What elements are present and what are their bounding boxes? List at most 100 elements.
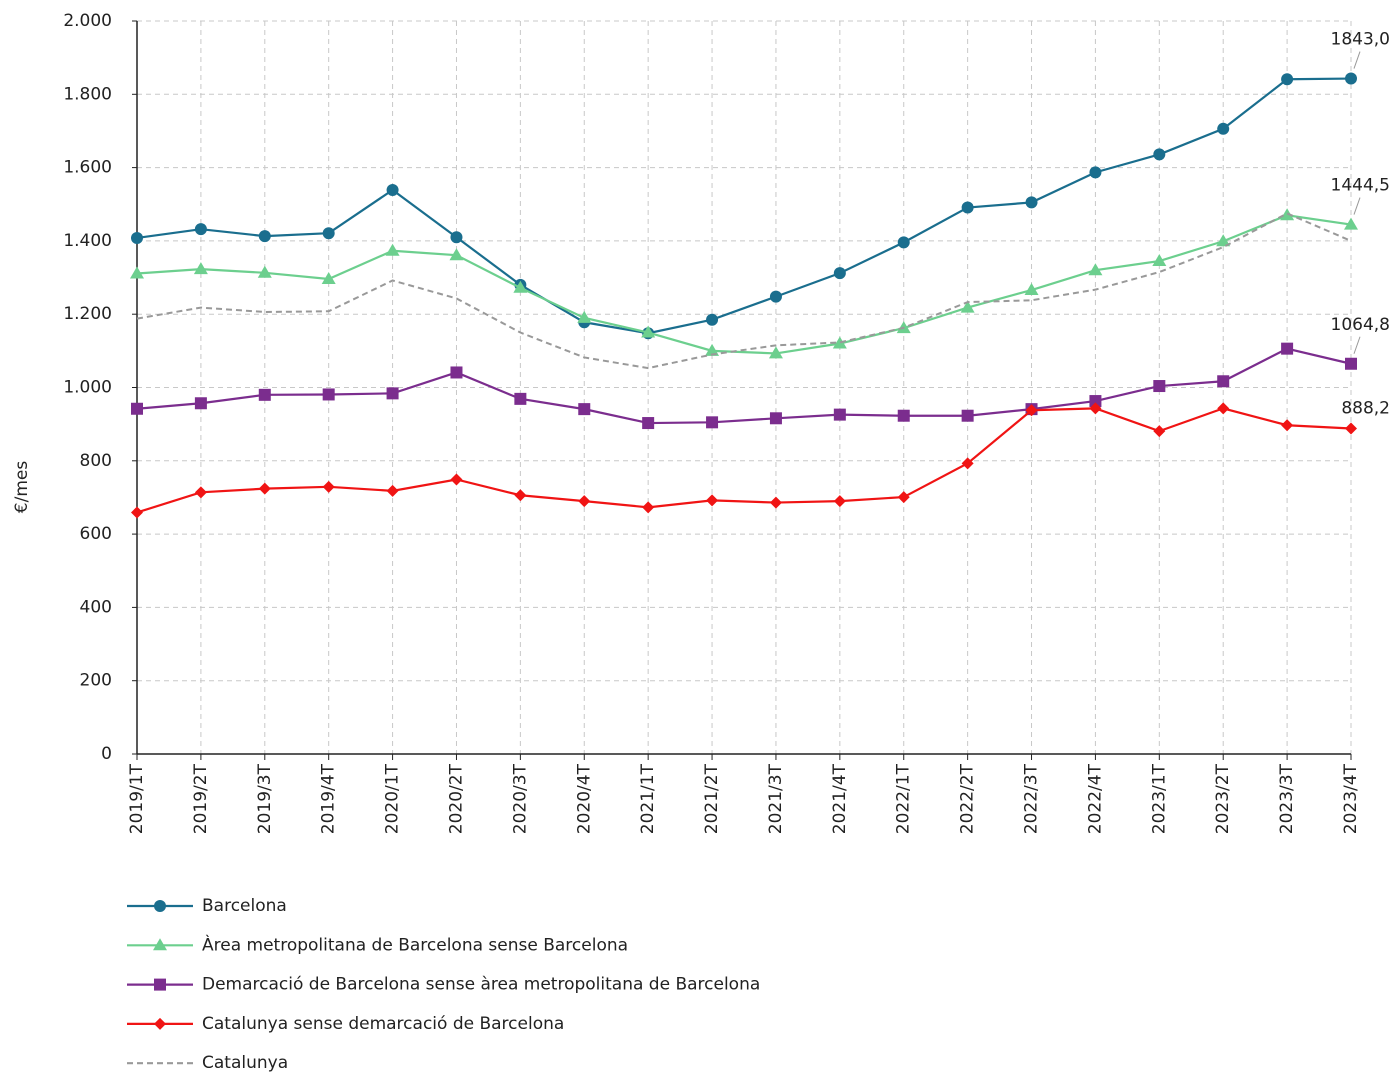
x-tick-label: 2020/1T [383,763,403,834]
data-point [1216,234,1231,247]
data-point [961,457,974,470]
x-tick-label: 2020/4T [574,763,594,834]
data-point [130,266,144,279]
y-tick-label: 1.400 [63,231,112,251]
data-label: 888,2 [1341,398,1390,418]
legend-item: Barcelona [127,896,287,916]
data-point [194,223,207,236]
data-point [450,473,463,486]
legend-marker [154,978,166,991]
data-point [961,409,974,422]
x-tick-label: 2023/4T [1341,763,1361,834]
data-point [1153,425,1166,438]
data-point [1345,422,1357,435]
x-tick-label: 2023/3T [1277,763,1297,834]
data-point [131,506,143,519]
legend-marker [154,900,166,912]
data-point [1345,357,1357,370]
x-tick-label: 2021/3T [766,763,786,834]
x-tick-label: 2019/4T [319,763,339,834]
x-tick-label: 2023/1T [1149,763,1169,834]
data-point [833,408,846,421]
data-point [1089,395,1102,408]
data-point [258,482,271,495]
x-tick-label: 2023/2T [1213,763,1233,834]
x-tick-label: 2021/2T [702,763,722,834]
data-point [578,403,591,416]
y-tick-label: 600 [80,524,112,544]
data-point [450,231,463,244]
data-point [321,272,336,285]
data-point [194,397,207,410]
leader-line [1353,197,1361,215]
data-point [514,489,527,502]
data-label: 1064,8 [1331,315,1390,335]
x-tick-label: 2020/3T [510,763,530,834]
data-point [386,387,399,400]
data-point [960,300,975,313]
y-axis-label: €/mes [12,461,32,514]
x-tick-label: 2021/1T [638,763,658,834]
data-point [1217,402,1230,415]
data-point [450,366,463,379]
data-point [131,231,143,244]
data-point [514,392,527,405]
y-tick-label: 400 [80,597,112,617]
data-point [1281,73,1294,86]
y-tick-label: 200 [80,671,112,691]
x-tick-label: 2021/4T [830,763,850,834]
series-line [136,214,1352,355]
x-tick-label: 2020/2T [446,763,466,834]
data-point [1217,122,1230,135]
data-point [961,201,974,214]
data-point [1281,342,1294,355]
data-point [1088,263,1103,276]
y-tick-label: 1.600 [63,158,112,178]
leader-line [1353,51,1361,69]
data-point [513,280,528,293]
series-line [136,347,1352,425]
x-tick-label: 2022/4T [1085,763,1105,834]
data-label: 1843,0 [1331,30,1390,50]
data-point [386,183,399,196]
data-point [768,346,783,359]
data-point [322,227,335,240]
data-point [769,412,782,425]
series-line [136,407,1352,514]
data-point [386,484,399,497]
legend-label: Àrea metropolitana de Barcelona sense Ba… [202,933,628,955]
data-point [706,494,719,507]
data-point [706,313,719,326]
y-tick-label: 0 [101,744,112,764]
x-tick-label: 2022/1T [894,763,914,834]
data-point [897,491,910,504]
data-point [833,267,846,280]
data-point [769,496,782,509]
legend-item: Demarcació de Barcelona sense àrea metro… [127,975,760,995]
y-tick-label: 1.200 [63,304,112,324]
data-point [322,388,335,401]
data-point [833,495,846,508]
x-tick-label: 2022/2T [958,763,978,834]
data-point [131,402,143,415]
data-point [705,343,720,356]
data-point [1025,404,1038,417]
data-point [769,290,782,303]
legend-item: Catalunya [127,1053,288,1073]
data-point [706,416,719,429]
data-point [1089,402,1102,415]
data-point [641,325,656,338]
data-point [193,262,208,275]
data-point [578,495,591,508]
data-point [832,336,847,349]
data-point [642,501,655,514]
data-point [257,265,272,278]
x-tick-label: 2019/1T [127,763,147,834]
data-point [449,248,464,261]
y-tick-label: 800 [80,451,112,471]
series-line [136,212,1352,370]
data-point [897,236,910,249]
data-point [322,480,335,493]
data-label: 1444,5 [1331,176,1390,196]
data-point [1345,72,1357,85]
